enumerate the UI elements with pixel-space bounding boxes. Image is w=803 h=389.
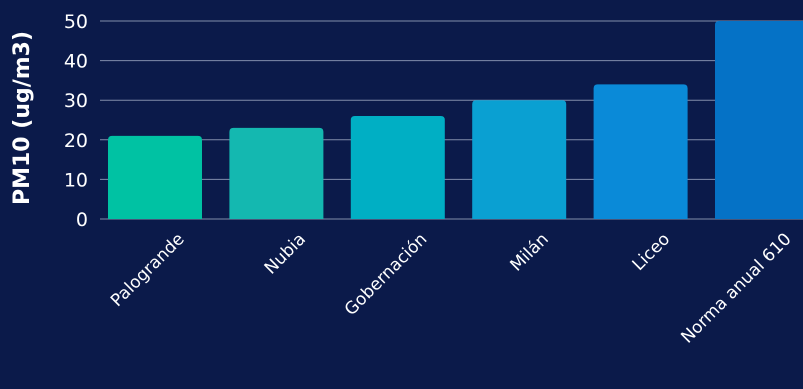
x-tick-label: Gobernación <box>341 229 431 319</box>
y-tick-label: 0 <box>76 209 88 231</box>
bar-0 <box>108 135 202 219</box>
gridlines <box>100 20 803 220</box>
x-tick-label: Palogrande <box>107 229 189 311</box>
x-tick-label: Milán <box>507 229 553 275</box>
y-tick-label: 20 <box>64 130 88 152</box>
bar-1 <box>229 127 324 219</box>
x-tick-label: Norma anual 610 <box>677 229 795 347</box>
x-tick-label: Liceo <box>629 229 675 275</box>
x-axis-labels: Palogrande Nubia Gobernación Milán Liceo Norm… <box>107 229 796 347</box>
bar-2 <box>350 116 445 219</box>
y-axis-ticks: 0 10 20 30 40 50 <box>64 11 88 231</box>
bar-3 <box>472 100 567 219</box>
y-tick-label: 10 <box>64 169 88 191</box>
y-tick-label: 50 <box>64 11 88 33</box>
y-tick-label: 40 <box>64 51 88 73</box>
x-tick-label: Nubia <box>261 229 310 278</box>
y-axis-title: PM10 (ug/m3) <box>10 31 35 205</box>
bars <box>108 21 803 219</box>
bar-4 <box>593 84 688 219</box>
bar-5 <box>715 21 803 219</box>
y-tick-label: 30 <box>64 90 88 112</box>
